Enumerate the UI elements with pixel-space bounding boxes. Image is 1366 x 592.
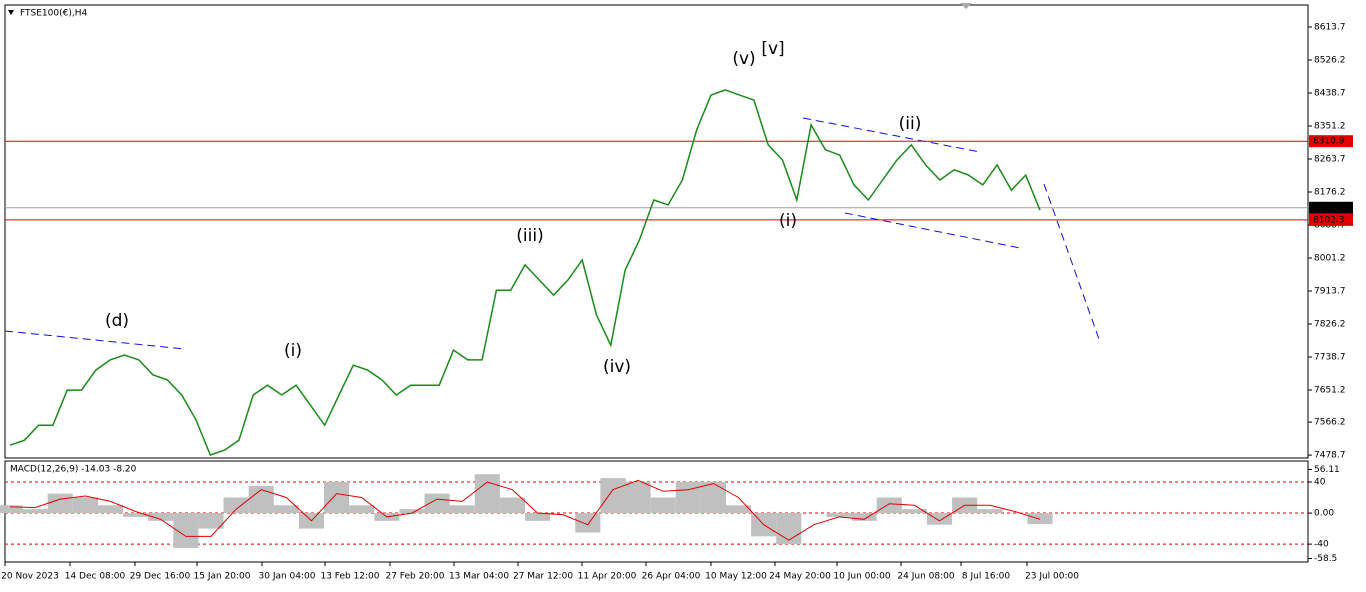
x-tick-label: 10 May 12:00 [705, 572, 767, 582]
level-label-box [1309, 201, 1353, 214]
wave-label: (i) [779, 211, 797, 231]
shift-marker [960, 3, 972, 9]
macd-bar [123, 513, 149, 517]
x-tick-label: 8 Jul 16:00 [962, 572, 1011, 582]
y-tick-label: 56.11 [1314, 465, 1340, 475]
macd-bar [826, 513, 852, 517]
macd-bar [198, 513, 224, 529]
x-tick-label: 27 Mar 12:00 [513, 572, 573, 582]
macd-bar [926, 513, 953, 525]
macd-bar [700, 481, 726, 514]
x-tick-label: 29 Dec 16:00 [130, 572, 191, 582]
x-tick-label: 24 May 20:00 [769, 572, 831, 582]
macd-bar [72, 497, 98, 514]
level-label: 8102.3 [1313, 215, 1345, 225]
y-tick-label: 40 [1314, 477, 1326, 487]
y-tick-label: 7826.2 [1314, 320, 1346, 330]
x-tick-label: 27 Feb 20:00 [385, 572, 444, 582]
x-tick-label: 24 Jun 08:00 [897, 572, 954, 582]
x-tick-label: 11 Apr 20:00 [578, 572, 637, 582]
y-tick-label: 7651.2 [1314, 386, 1346, 396]
macd-bar [851, 513, 877, 521]
macd-bar [675, 481, 701, 514]
menu-arrow [8, 10, 14, 15]
macd-bar [324, 481, 350, 514]
macd-bar [876, 497, 902, 514]
macd-bar [650, 497, 676, 514]
y-tick-label: 7478.7 [1314, 451, 1346, 461]
macd-bar [148, 513, 174, 521]
macd-bar [901, 509, 927, 514]
macd-bar [349, 505, 375, 514]
wave-label: (d) [105, 311, 129, 331]
y-tick-label: 8263.7 [1314, 155, 1346, 165]
y-tick-label: 8351.2 [1314, 122, 1346, 132]
level-label-box [1309, 135, 1353, 148]
macd-bar [47, 493, 73, 514]
macd-bar [424, 493, 450, 514]
macd-bar [575, 513, 601, 533]
y-tick-label: 8176.2 [1314, 188, 1346, 198]
macd-bar [525, 513, 551, 521]
macd-bar [22, 509, 48, 514]
y-tick-label: 7913.7 [1314, 287, 1346, 297]
macd-bar [399, 509, 425, 514]
x-tick-label: 14 Dec 08:00 [65, 572, 126, 582]
macd-bar [474, 474, 500, 514]
macd-bar [600, 478, 626, 514]
x-tick-label: 26 Apr 04:00 [642, 572, 701, 582]
macd-bar [977, 509, 1003, 514]
y-tick-label: -58.5 [1314, 554, 1337, 564]
x-tick-label: 30 Jan 04:00 [259, 572, 316, 582]
macd-bar [725, 505, 752, 514]
x-tick-label: 23 Jul 00:00 [1025, 572, 1079, 582]
trendlines [4, 117, 1101, 350]
x-tick-label: 10 Jun 00:00 [833, 572, 890, 582]
y-tick-label: 7738.7 [1314, 353, 1346, 363]
wave-label: (i) [284, 341, 302, 361]
y-tick-label: -40 [1314, 540, 1329, 550]
price-panel [4, 4, 1309, 459]
level-label: 8134.4 [1313, 203, 1345, 213]
macd-bar [223, 497, 249, 514]
macd-bar [449, 505, 475, 514]
x-tick-label: 20 Nov 2023 [1, 572, 59, 582]
y-tick-label: 7566.2 [1314, 418, 1346, 428]
y-tick-label: 8438.7 [1314, 88, 1346, 98]
wave-label: [v] [761, 39, 784, 59]
signal-line [9, 479, 1041, 541]
y-tick-label: 8001.2 [1314, 254, 1346, 264]
macd-bar [0, 505, 23, 514]
price-line [9, 89, 1041, 456]
macd-bar [1027, 513, 1053, 524]
x-tick-label: 15 Jan 20:00 [194, 572, 251, 582]
y-tick-label: 0.00 [1314, 509, 1334, 519]
wave-label: (iv) [603, 357, 631, 377]
x-tick-label: 13 Feb 12:00 [320, 572, 379, 582]
macd-bar [273, 505, 299, 514]
wave-label: (ii) [899, 114, 922, 134]
wave-label: (iii) [516, 226, 543, 246]
level-label-box [1309, 213, 1353, 226]
macd-bar [248, 485, 274, 514]
macd-bar [776, 513, 802, 545]
symbol-label: FTSE100(€),H4 [20, 9, 87, 19]
x-tick-label: 13 Mar 04:00 [449, 572, 509, 582]
macd-bar [499, 497, 525, 514]
level-label: 8310.9 [1313, 137, 1345, 147]
macd-title: MACD(12,26,9) -14.03 -8.20 [10, 465, 137, 475]
y-tick-label: 8526.2 [1314, 55, 1346, 65]
macd-bar [97, 505, 124, 514]
macd-bar [625, 481, 651, 514]
y-tick-label: 8613.7 [1314, 22, 1346, 32]
wave-label: (v) [732, 49, 755, 69]
